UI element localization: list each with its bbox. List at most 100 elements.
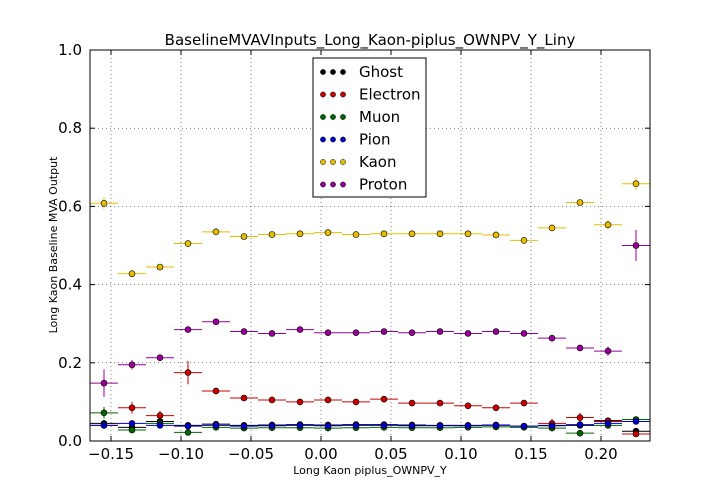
- data-point: [296, 326, 304, 333]
- data-point: [408, 422, 416, 430]
- data-point: [128, 426, 136, 434]
- data-point: [604, 221, 612, 229]
- x-tick-label: 0.05: [374, 445, 407, 463]
- data-point: [128, 270, 136, 277]
- data-point: [380, 230, 388, 238]
- data-point: [240, 422, 248, 430]
- data-point: [464, 330, 472, 337]
- legend-item-pion: Pion: [320, 131, 391, 149]
- legend-marker: [340, 136, 346, 143]
- legend-item-muon: Muon: [320, 108, 400, 126]
- x-tick-label: 0.00: [304, 445, 337, 463]
- data-point: [548, 422, 556, 430]
- legend-marker: [340, 91, 346, 98]
- data-point: [548, 334, 556, 342]
- data-point: [212, 318, 220, 326]
- series-proton: [90, 229, 650, 397]
- data-point: [464, 230, 472, 238]
- x-tick-label: −0.15: [88, 445, 134, 463]
- legend: Ghost Electron Muon Pion Kaon Proton: [312, 57, 427, 198]
- legend-items: Ghost Electron Muon Pion Kaon Proton: [320, 63, 421, 194]
- data-point: [436, 399, 444, 407]
- y-axis-label: Long Kaon Baseline MVA Output: [47, 156, 60, 333]
- ticks: −0.15 −0.10 −0.05 0.00 0.05 0.10 0.15 0.20 0.0 0.…: [58, 41, 650, 463]
- data-point: [100, 409, 108, 417]
- data-point: [184, 326, 192, 333]
- legend-item-ghost: Ghost: [320, 63, 403, 81]
- data-point: [324, 329, 332, 336]
- legend-marker: [320, 69, 326, 75]
- data-point: [184, 369, 192, 376]
- legend-label: Muon: [359, 108, 400, 126]
- data-point: [576, 414, 584, 421]
- series-layer: [90, 177, 650, 438]
- legend-item-proton: Proton: [320, 176, 407, 194]
- y-tick-label: 0.0: [58, 432, 82, 450]
- data-point: [576, 344, 584, 352]
- legend-marker: [320, 91, 326, 98]
- plot-frame: [89, 49, 651, 442]
- data-point: [436, 422, 444, 430]
- data-point: [184, 240, 192, 247]
- legend-item-kaon: Kaon: [320, 153, 396, 171]
- data-point: [576, 429, 584, 437]
- series-pion: [90, 418, 650, 430]
- data-point: [632, 430, 640, 438]
- legend-marker: [340, 159, 346, 165]
- data-point: [128, 404, 136, 412]
- plot-area: [90, 177, 650, 438]
- data-point: [268, 330, 276, 337]
- data-point: [632, 418, 640, 425]
- legend-label: Ghost: [359, 63, 403, 81]
- data-point: [576, 199, 584, 206]
- legend-label: Kaon: [359, 153, 396, 171]
- legend-label: Proton: [359, 176, 407, 194]
- data-point: [100, 199, 108, 207]
- chart-title: BaselineMVAVInputs_Long_Kaon-piplus_OWNP…: [165, 31, 576, 50]
- legend-label: Pion: [359, 131, 391, 149]
- legend-marker: [340, 114, 346, 120]
- data-point: [380, 422, 388, 429]
- data-point: [492, 404, 500, 412]
- data-point: [268, 231, 276, 238]
- data-point: [212, 422, 220, 429]
- data-point: [408, 399, 416, 407]
- data-point: [296, 398, 304, 406]
- data-point: [156, 412, 164, 419]
- data-point: [576, 421, 584, 428]
- data-point: [436, 328, 444, 335]
- data-point: [548, 224, 556, 232]
- data-point: [212, 387, 220, 395]
- data-point: [436, 230, 444, 238]
- data-point: [632, 180, 640, 188]
- data-point: [492, 231, 500, 239]
- data-point: [128, 420, 136, 427]
- legend-marker: [320, 136, 326, 143]
- y-tick-label: 0.8: [58, 119, 82, 137]
- x-tick-label: 0.10: [444, 445, 477, 463]
- data-point: [324, 229, 332, 236]
- data-point: [240, 394, 248, 402]
- data-point: [380, 395, 388, 403]
- legend-marker: [330, 159, 336, 165]
- legend-marker: [320, 114, 326, 120]
- data-point: [324, 396, 332, 404]
- data-point: [156, 422, 164, 429]
- data-point: [212, 228, 220, 236]
- data-point: [520, 399, 528, 407]
- data-point: [464, 422, 472, 430]
- legend-marker: [320, 181, 326, 188]
- x-tick-label: 0.15: [514, 445, 547, 463]
- data-point: [380, 328, 388, 335]
- data-point: [604, 347, 612, 355]
- legend-frame: [312, 57, 427, 198]
- data-point: [492, 422, 500, 429]
- data-point: [156, 354, 164, 362]
- data-point: [268, 422, 276, 430]
- series-kaon: [90, 177, 650, 277]
- y-tick-label: 1.0: [58, 41, 82, 59]
- legend-label: Electron: [359, 86, 421, 104]
- legend-marker: [320, 159, 326, 165]
- y-tick-label: 0.6: [58, 197, 82, 215]
